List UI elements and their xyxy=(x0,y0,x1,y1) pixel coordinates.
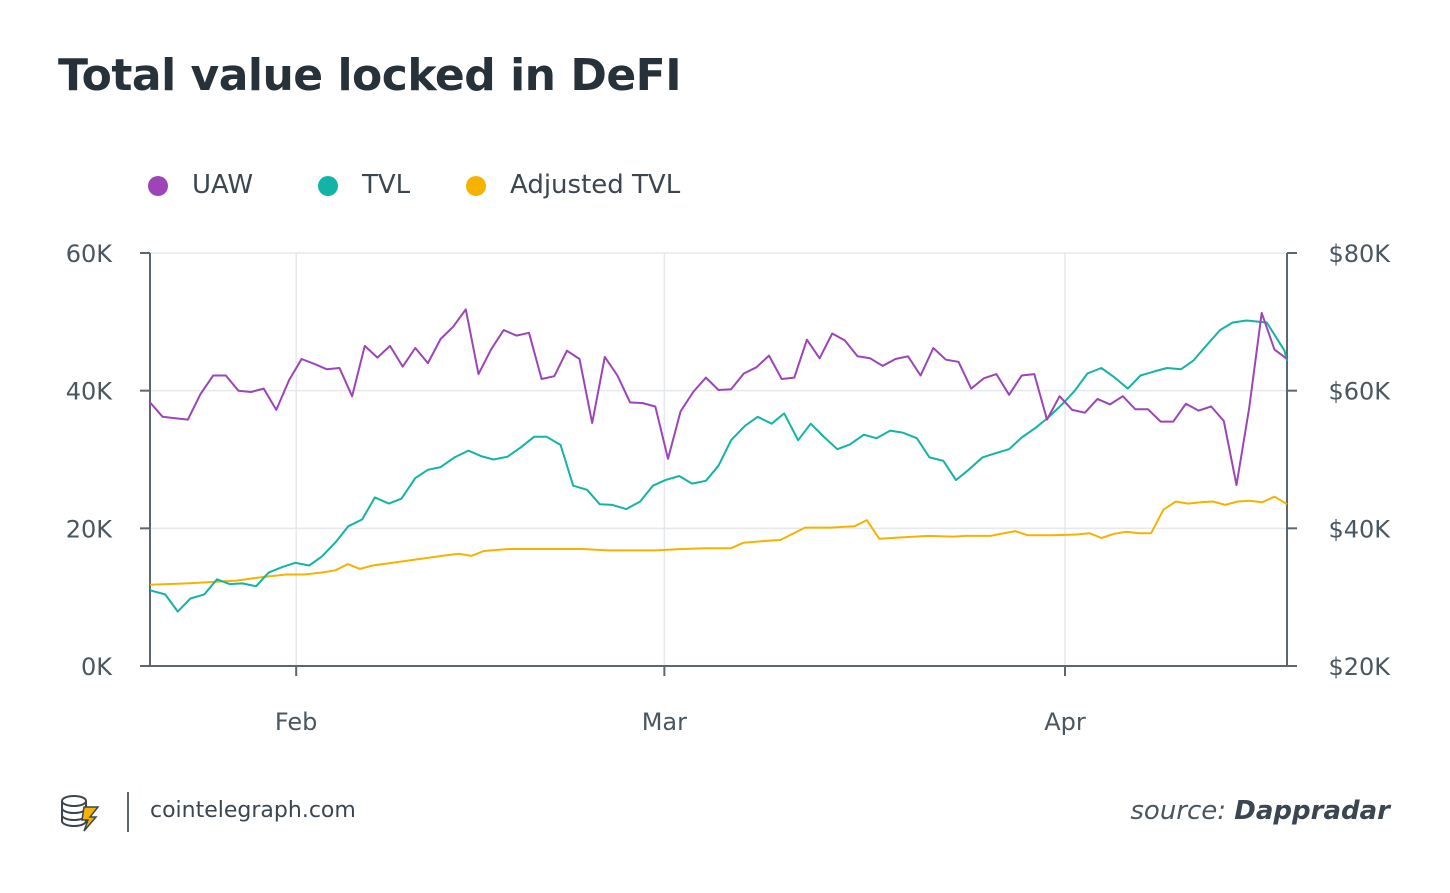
cointelegraph-logo-icon xyxy=(61,795,100,832)
x-tick-label: Apr xyxy=(1044,708,1086,736)
series-line-adjusted-tvl xyxy=(149,495,1288,586)
x-tick-label: Feb xyxy=(275,708,318,736)
right-tick-label: $40K xyxy=(1328,515,1391,543)
series-line-uaw xyxy=(149,308,1288,486)
legend-label-tvl: TVL xyxy=(362,170,411,200)
left-tick-label: 20K xyxy=(66,515,114,543)
series-line-tvl xyxy=(149,319,1288,613)
right-tick-label: $80K xyxy=(1328,240,1391,268)
right-tick-label: $60K xyxy=(1328,378,1391,406)
left-tick-label: 40K xyxy=(66,378,114,406)
legend-dot-uaw xyxy=(148,176,168,196)
x-tick-label: Mar xyxy=(642,708,687,736)
left-tick-label: 0K xyxy=(81,653,113,681)
chart-title: Total value locked in DeFI xyxy=(58,50,682,101)
right-tick-label: $20K xyxy=(1328,653,1391,681)
left-tick-label: 60K xyxy=(66,240,114,268)
footer-source: source: Dappradar xyxy=(1130,796,1390,826)
legend-label-uaw: UAW xyxy=(192,170,254,200)
source-prefix: source: xyxy=(1130,796,1227,826)
legend-dot-adjusted-tvl xyxy=(466,176,486,196)
legend-label-adjusted-tvl: Adjusted TVL xyxy=(510,170,681,200)
source-name: Dappradar xyxy=(1234,796,1390,826)
legend-dot-tvl xyxy=(318,176,338,196)
footer-site: cointelegraph.com xyxy=(150,798,356,823)
footer-divider xyxy=(127,792,129,832)
